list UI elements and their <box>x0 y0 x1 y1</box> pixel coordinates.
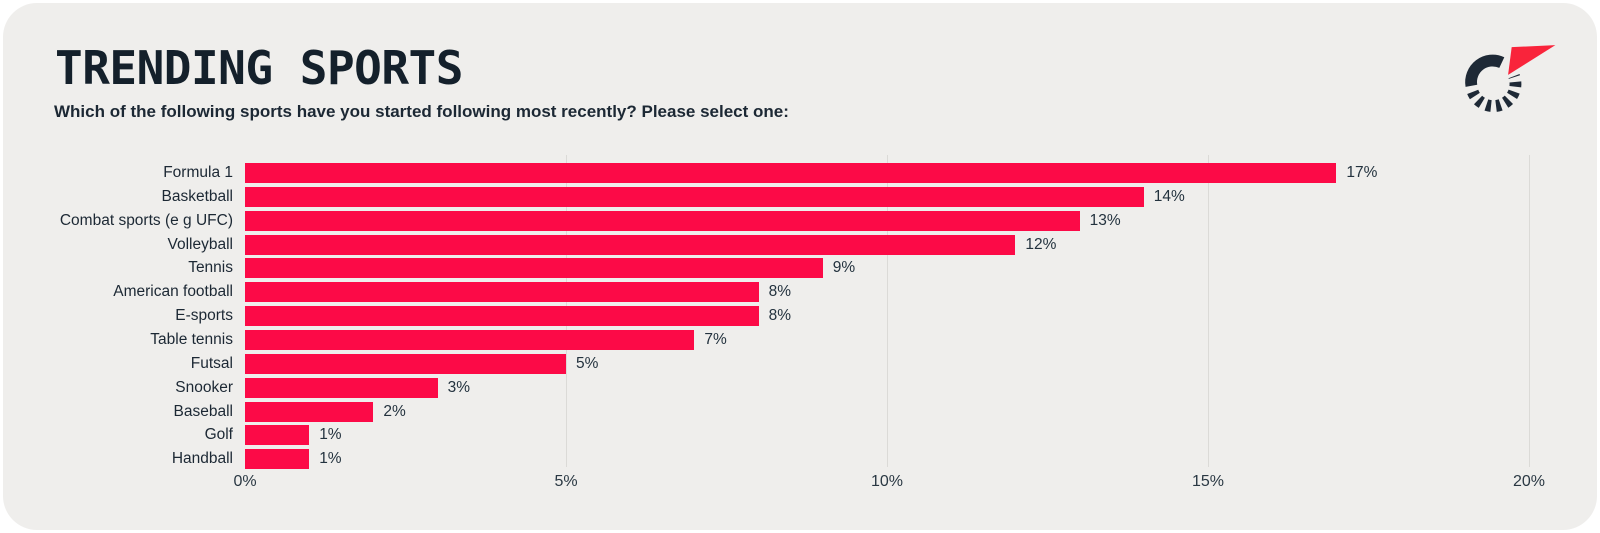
bar-row: Baseball 2% <box>3 401 1597 422</box>
survey-question: Which of the following sports have you s… <box>54 102 789 121</box>
bar-row: Table tennis 7% <box>3 329 1597 350</box>
gridline-10pct <box>887 155 888 467</box>
x-tick-label-5pct: 5% <box>554 473 578 490</box>
bar-row: Tennis 9% <box>3 258 1597 279</box>
bar <box>245 234 1016 255</box>
category-label: Combat sports (e g UFC) <box>59 211 233 229</box>
category-label: Table tennis <box>150 330 233 348</box>
value-label: 5% <box>576 354 599 372</box>
category-label: Formula 1 <box>163 164 233 181</box>
category-label: American football <box>113 283 233 301</box>
value-label: 8% <box>768 307 791 325</box>
x-tick-label-0pct: 0% <box>233 473 257 490</box>
value-label: 2% <box>383 402 406 420</box>
value-label: 1% <box>319 426 342 444</box>
logo-flag-icon <box>1508 45 1556 75</box>
x-tick-label-20pct: 20% <box>1512 473 1546 490</box>
bar <box>245 401 374 422</box>
bar <box>245 306 759 327</box>
page-title: TRENDING SPORTS <box>55 41 463 95</box>
bar <box>245 282 759 303</box>
survey-card: TRENDING SPORTS Which of the following s… <box>3 3 1597 530</box>
bar-row: Futsal 5% <box>3 353 1597 374</box>
value-label: 3% <box>447 378 470 396</box>
value-label: 8% <box>768 283 791 301</box>
value-label: 1% <box>319 450 342 468</box>
bar-chart: 0% 5% 10% 15% 20% Formula 1 17% Basketball 14% Co… <box>3 155 1597 495</box>
bar-row: Volleyball 12% <box>3 234 1597 255</box>
value-label: 17% <box>1346 164 1378 181</box>
category-label: Futsal <box>190 354 233 372</box>
bar <box>245 210 1080 231</box>
bar-row: Handball 1% <box>3 449 1597 470</box>
category-label: Handball <box>171 450 233 468</box>
bar <box>245 449 310 470</box>
bar <box>245 353 566 374</box>
category-label: Volleyball <box>167 235 234 253</box>
category-label: Baseball <box>173 402 233 420</box>
category-label: Tennis <box>188 259 233 277</box>
bar <box>245 377 438 398</box>
bar <box>245 425 310 446</box>
value-label: 9% <box>832 259 856 277</box>
x-tick-label-10pct: 10% <box>870 473 904 490</box>
logo-ring-solid-arc <box>1465 54 1505 87</box>
bar-row: Formula 1 17% <box>3 163 1597 183</box>
category-label: Snooker <box>175 378 233 396</box>
gridline-20pct <box>1529 155 1530 467</box>
gridline-15pct <box>1208 155 1209 467</box>
brand-logo-icon <box>1465 45 1556 113</box>
value-label: 12% <box>1025 235 1057 253</box>
logo-ring-dashed-arc <box>1467 74 1522 113</box>
bar-row: Basketball 14% <box>3 186 1597 207</box>
bar-row: Golf 1% <box>3 425 1597 446</box>
value-label: 14% <box>1153 187 1185 205</box>
bar <box>245 186 1144 207</box>
bar <box>245 258 823 279</box>
category-label: Golf <box>204 426 233 444</box>
bar <box>245 329 695 350</box>
bar-row: Combat sports (e g UFC) 13% <box>3 210 1597 231</box>
bar-row: American football 8% <box>3 282 1597 303</box>
category-label: Basketball <box>161 187 233 205</box>
bar-row: Snooker 3% <box>3 377 1597 398</box>
value-label: 7% <box>704 330 727 348</box>
bar-row: E-sports 8% <box>3 306 1597 327</box>
value-label: 13% <box>1089 211 1121 229</box>
category-label: E-sports <box>175 307 233 325</box>
x-tick-label-15pct: 15% <box>1191 473 1225 490</box>
bar <box>245 163 1337 183</box>
